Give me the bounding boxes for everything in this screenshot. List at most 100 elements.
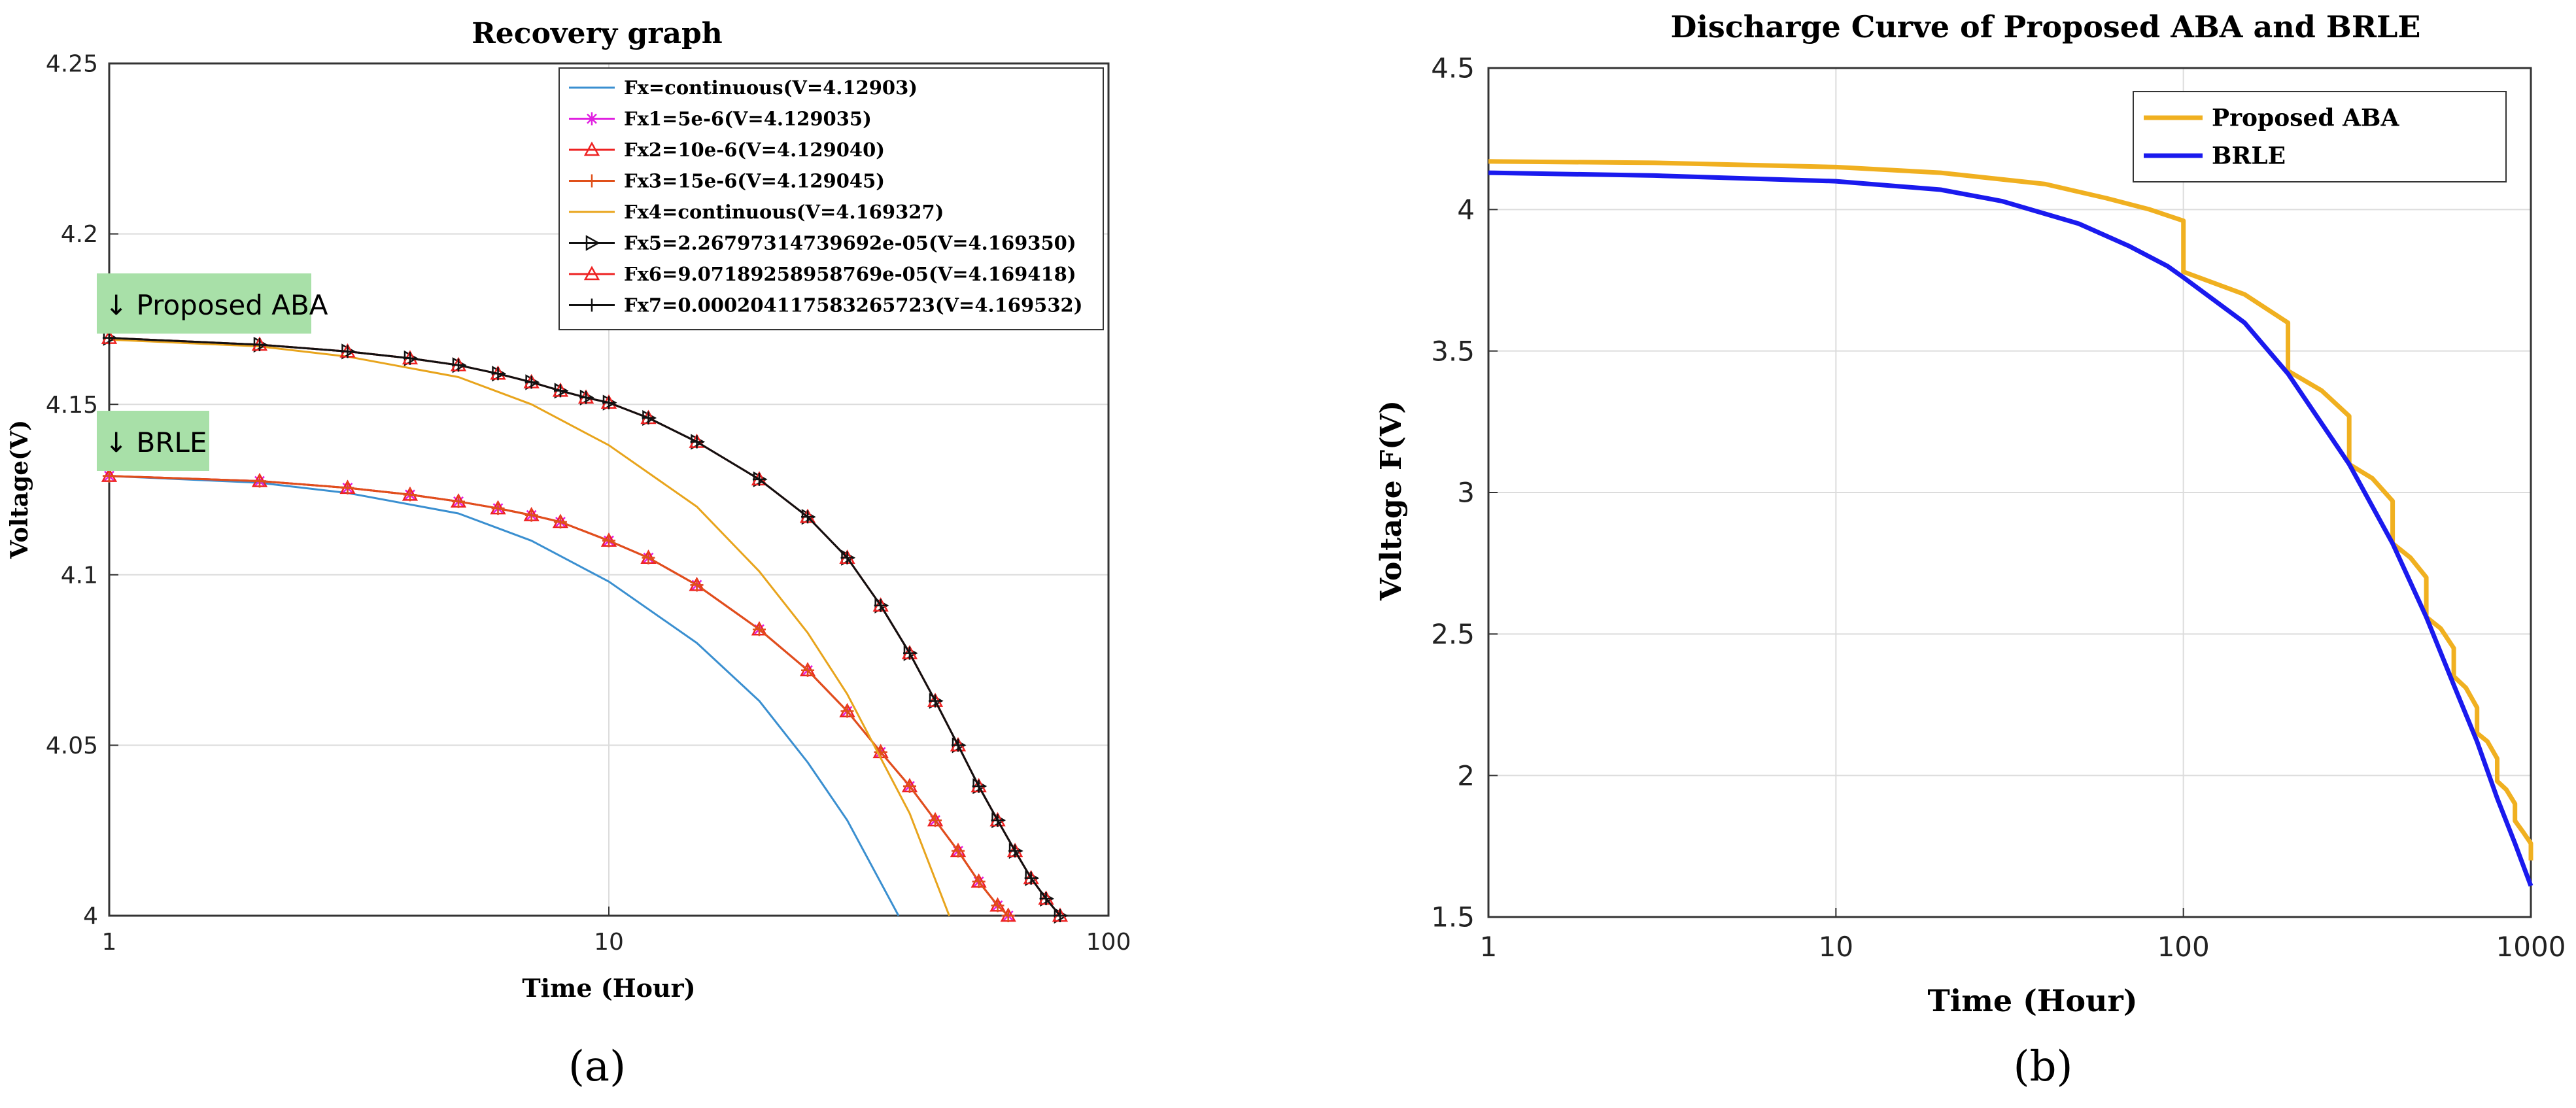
chart-a-series-markers-6 — [101, 329, 1069, 922]
chart-a-ytick-label: 4 — [83, 903, 98, 930]
chart-a-data-point — [952, 738, 965, 752]
chart-a-data-point — [579, 390, 593, 404]
chart-a-legend-label: Fx6=9.07189258958769e-05(V=4.169418) — [624, 263, 1076, 285]
chart-a-data-point — [902, 646, 916, 660]
chart-a-data-point — [602, 534, 615, 547]
chart-a-data-point — [991, 899, 1005, 912]
chart-a-legend-box — [558, 67, 1104, 330]
chart-a-data-point — [252, 474, 266, 488]
chart-a-data-point — [642, 411, 655, 425]
chart-a-title: Recovery graph — [472, 17, 723, 50]
chart-a-data-point — [752, 623, 766, 636]
chart-a-series-markers-7 — [103, 331, 1067, 922]
chart-a-data-point — [553, 515, 567, 529]
chart-a-legend-marker — [583, 141, 600, 156]
chart-a-legend-label: Fx3=15e-6(V=4.129045) — [624, 170, 885, 192]
chart-a-data-point — [752, 472, 766, 486]
chart-a-legend-marker — [585, 112, 598, 126]
chart-a-data-point — [840, 551, 854, 564]
chart-b-legend-items: Proposed ABA BRLE — [2144, 105, 2399, 170]
chart-b-title: Discharge Curve of Proposed ABA and BRLE — [1671, 9, 2421, 44]
chart-a-data-point — [690, 435, 704, 449]
chart-a-data-point — [452, 494, 466, 508]
chart-a-series-line-7 — [109, 337, 1061, 916]
chart-a-data-point — [602, 396, 615, 409]
chart-a-data-point — [972, 874, 986, 888]
chart-a-series-markers-5 — [103, 330, 1069, 924]
chart-a-data-point — [491, 502, 505, 515]
chart-a-data-point — [341, 481, 354, 494]
chart-a-series-line-0 — [109, 475, 900, 916]
chart-a-series-line-2 — [109, 475, 1009, 917]
chart-b-xtick-label: 10 — [1819, 931, 1853, 963]
annotation-brle: ↓ BRLE — [105, 426, 207, 459]
chart-a-data-point — [1024, 871, 1038, 885]
chart-a-data-point — [840, 704, 854, 718]
chart-a-series-markers-2 — [101, 468, 1016, 922]
chart-a-legend-label: Fx5=2.26797314739692e-05(V=4.169350) — [624, 232, 1076, 254]
chart-a-data-point — [929, 814, 942, 827]
chart-a-legend-label: Fx4=continuous(V=4.169327) — [624, 201, 944, 223]
chart-b-ytick-label: 2.5 — [1431, 618, 1475, 650]
chart-a-series-markers-1 — [103, 469, 1015, 922]
chart-b-xtick-label: 100 — [2157, 931, 2210, 963]
chart-b-ylabel: Voltage F(V) — [1375, 400, 1408, 601]
chart-a-data-point — [929, 694, 942, 708]
chart-b-grid — [1488, 67, 2532, 918]
chart-a-legend-marker — [585, 298, 598, 312]
chart-a-series-line-5 — [109, 337, 1061, 916]
chart-a-legend-marker — [585, 174, 598, 188]
chart-a-ytick-label: 4.25 — [46, 51, 98, 78]
chart-a-legend: Fx=continuous(V=4.12903) Fx1=5e-6(V=4.129… — [558, 67, 1104, 330]
chart-b-legend-label: Proposed ABA — [2212, 105, 2399, 132]
chart-b-xtick-label: 1000 — [2496, 931, 2566, 963]
chart-b-ytick-label: 3.5 — [1431, 335, 1475, 367]
chart-b-subplot-label: (b) — [2014, 1043, 2073, 1091]
chart-b-legend-box — [2133, 91, 2507, 182]
chart-a-data-point — [991, 814, 1005, 827]
chart-a-data-point — [341, 345, 354, 358]
chart-a-data-point — [902, 779, 916, 793]
chart-b-ytick-label: 3 — [1457, 477, 1475, 509]
annotation-proposed-aba-bg — [97, 273, 311, 334]
chart-a-data-point — [524, 375, 538, 389]
panel-b: Discharge Curve of Proposed ABA and BRLE… — [1375, 9, 2566, 1091]
chart-a-data-point — [524, 508, 538, 522]
chart-b-legend-label: BRLE — [2212, 143, 2286, 170]
chart-a-series-line-1 — [109, 475, 1009, 917]
chart-b-legend: Proposed ABA BRLE — [2133, 91, 2507, 182]
chart-a-ytick-label: 4.05 — [46, 733, 98, 759]
chart-a-xtick-label: 100 — [1086, 929, 1131, 956]
chart-a-xlabel: Time (Hour) — [522, 973, 695, 1003]
chart-a-ylabel: Voltage(V) — [6, 420, 33, 559]
chart-a-ticks: 1 10 100 4 4.05 4.1 4.15 4.2 4.25 — [46, 51, 1131, 956]
chart-a-series-line-4 — [109, 338, 950, 916]
chart-a-legend-marker — [583, 266, 600, 281]
chart-a-data-point — [103, 469, 116, 483]
chart-b-xtick-label: 1 — [1480, 931, 1498, 963]
chart-a-data-point — [1053, 909, 1067, 922]
chart-a-xtick-label: 10 — [594, 929, 624, 956]
chart-a-legend-marker — [585, 235, 600, 251]
chart-a-data-point — [1039, 892, 1053, 905]
chart-a-data-point — [1008, 844, 1022, 857]
chart-b-series-line-0 — [1488, 159, 2533, 861]
chart-a-legend-items: Fx=continuous(V=4.12903) Fx1=5e-6(V=4.129… — [569, 77, 1082, 317]
chart-a-data-point — [874, 598, 887, 612]
chart-a-data-point — [452, 358, 466, 372]
chart-a-series-markers-3 — [103, 469, 1015, 922]
chart-b-ticks: 1 10 100 1000 1.5 2 2.5 3 3.5 4 4.5 — [1431, 52, 2566, 963]
chart-a-series-line-3 — [109, 475, 1009, 917]
chart-a-series-line-6 — [109, 337, 1061, 916]
chart-a-data-point — [972, 779, 986, 793]
chart-b-series-line-1 — [1488, 170, 2533, 887]
chart-a-legend-label: Fx=continuous(V=4.12903) — [624, 77, 918, 99]
panel-a: Recovery graph 1 10 100 4 4.05 4.1 4.15 4.2 4.25… — [6, 17, 1131, 1091]
chart-a-series — [101, 329, 1069, 924]
chart-a-data-point — [1001, 909, 1015, 922]
chart-a-data-point — [801, 663, 815, 677]
chart-a-legend-label: Fx1=5e-6(V=4.129035) — [624, 108, 872, 130]
annotation-brle-bg — [97, 411, 209, 471]
chart-a-ytick-label: 4.2 — [61, 221, 98, 248]
